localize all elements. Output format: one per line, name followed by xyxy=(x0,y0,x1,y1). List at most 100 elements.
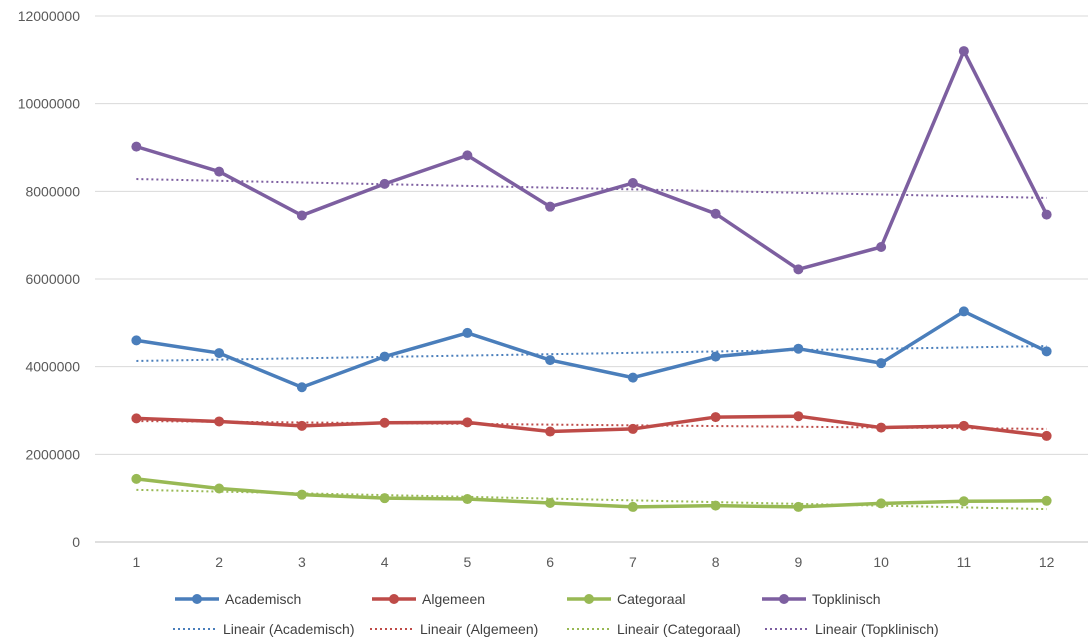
legend-label: Algemeen xyxy=(422,591,485,607)
series-topklinisch xyxy=(131,46,1052,275)
x-tick-label: 1 xyxy=(132,554,140,570)
data-point xyxy=(1041,495,1052,506)
data-point xyxy=(379,417,390,428)
y-tick-label: 10000000 xyxy=(18,96,81,112)
data-point xyxy=(296,210,307,221)
data-point xyxy=(710,500,721,511)
data-point xyxy=(627,423,638,434)
legend-entry-trendline: Lineair (Categoraal) xyxy=(567,621,741,637)
series-categoraal xyxy=(131,473,1052,512)
data-point xyxy=(462,327,473,338)
data-point xyxy=(379,351,390,362)
legend-entry-trendline: Lineair (Algemeen) xyxy=(370,621,538,637)
x-tick-label: 3 xyxy=(298,554,306,570)
x-tick-label: 11 xyxy=(957,554,972,570)
y-tick-label: 8000000 xyxy=(25,183,80,199)
trendline xyxy=(136,345,1047,362)
data-point xyxy=(214,416,225,427)
y-axis: 0 2000000 4000000 6000000 8000000 10000000 120… xyxy=(18,8,81,550)
data-point xyxy=(462,494,473,505)
legend-marker xyxy=(584,594,594,604)
data-point xyxy=(627,372,638,383)
data-point xyxy=(627,178,638,189)
data-point xyxy=(545,497,556,508)
data-point xyxy=(958,46,969,57)
data-point xyxy=(296,489,307,500)
y-tick-label: 6000000 xyxy=(25,271,80,287)
data-point xyxy=(876,242,887,253)
series-algemeen xyxy=(131,411,1052,441)
data-point xyxy=(627,501,638,512)
y-tick-label: 12000000 xyxy=(18,8,81,24)
data-point xyxy=(545,201,556,212)
legend: Academisch Algemeen Categoraal Topklinisch L… xyxy=(173,591,939,637)
data-point xyxy=(131,141,142,152)
legend-marker xyxy=(192,594,202,604)
legend-entry-trendline: Lineair (Academisch) xyxy=(173,621,355,637)
legend-label: Lineair (Topklinisch) xyxy=(815,621,939,637)
data-point xyxy=(958,496,969,507)
x-tick-label: 5 xyxy=(463,554,471,570)
y-tick-label: 2000000 xyxy=(25,446,80,462)
data-point xyxy=(958,420,969,431)
legend-entry-categoraal: Categoraal xyxy=(567,591,686,607)
series-line xyxy=(134,309,1049,390)
x-tick-label: 2 xyxy=(215,554,223,570)
data-point xyxy=(710,412,721,423)
y-tick-label: 4000000 xyxy=(25,359,80,375)
legend-label: Topklinisch xyxy=(812,591,880,607)
data-point xyxy=(793,501,804,512)
data-point xyxy=(296,382,307,393)
legend-entry-algemeen: Algemeen xyxy=(372,591,485,607)
data-point xyxy=(545,426,556,437)
legend-label: Academisch xyxy=(225,591,301,607)
legend-marker xyxy=(389,594,399,604)
x-tick-label: 7 xyxy=(629,554,637,570)
data-point xyxy=(214,166,225,177)
data-point xyxy=(710,351,721,362)
x-tick-label: 4 xyxy=(381,554,389,570)
legend-label: Lineair (Algemeen) xyxy=(420,621,538,637)
series-academisch xyxy=(131,306,1052,393)
series-line xyxy=(134,49,1049,272)
data-point xyxy=(131,473,142,484)
x-tick-label: 8 xyxy=(712,554,720,570)
gridlines xyxy=(95,15,1088,543)
legend-entry-topklinisch: Topklinisch xyxy=(762,591,880,607)
data-point xyxy=(1041,430,1052,441)
trendline xyxy=(136,420,1047,430)
data-point xyxy=(545,355,556,366)
data-point xyxy=(462,417,473,428)
data-point xyxy=(131,335,142,346)
x-tick-label: 12 xyxy=(1039,554,1055,570)
data-point xyxy=(876,358,887,369)
data-point xyxy=(793,343,804,354)
legend-label: Lineair (Categoraal) xyxy=(617,621,741,637)
legend-marker xyxy=(779,594,789,604)
data-point xyxy=(296,420,307,431)
x-axis: 1 2 3 4 5 6 7 8 9 10 11 12 xyxy=(132,554,1054,570)
data-point xyxy=(793,411,804,422)
data-point xyxy=(793,264,804,275)
data-point xyxy=(379,493,390,504)
data-point xyxy=(1041,346,1052,357)
data-point xyxy=(876,422,887,433)
data-point xyxy=(462,150,473,161)
x-tick-label: 9 xyxy=(794,554,802,570)
legend-entry-trendline: Lineair (Topklinisch) xyxy=(765,621,939,637)
trendline xyxy=(136,178,1047,199)
data-point xyxy=(1041,209,1052,220)
legend-label: Lineair (Academisch) xyxy=(223,621,355,637)
data-point xyxy=(214,348,225,359)
legend-entry-academisch: Academisch xyxy=(175,591,301,607)
data-point xyxy=(379,178,390,189)
data-point xyxy=(958,306,969,317)
x-tick-label: 10 xyxy=(873,554,889,570)
data-point xyxy=(876,498,887,509)
legend-label: Categoraal xyxy=(617,591,686,607)
data-point xyxy=(214,483,225,494)
data-point xyxy=(131,413,142,424)
y-tick-label: 0 xyxy=(72,534,80,550)
series-line xyxy=(134,414,1049,438)
